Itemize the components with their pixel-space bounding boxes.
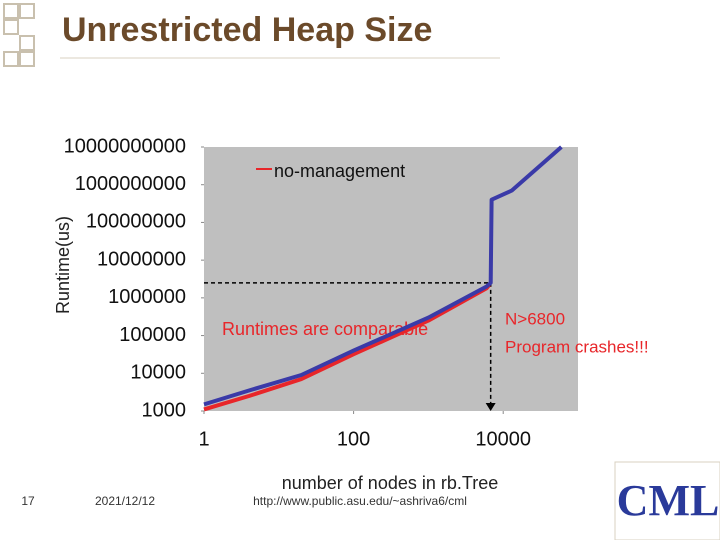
x-tick-label: 1 <box>198 428 209 450</box>
x-axis-title: number of nodes in rb.Tree <box>282 473 498 493</box>
y-tick-label: 100000000 <box>86 211 186 233</box>
legend-label: no-management <box>274 161 405 181</box>
slide-title: Unrestricted Heap Size <box>62 11 432 49</box>
corner-decoration <box>3 3 35 67</box>
y-tick-label: 1000000 <box>108 286 186 308</box>
series-line <box>203 145 563 407</box>
logo: CML <box>617 476 720 525</box>
annotation: Runtimes are comparable <box>222 319 428 339</box>
y-tick-label: 100000 <box>119 324 186 346</box>
x-tick-label: 10000 <box>475 428 531 450</box>
y-tick-label: 10000000 <box>97 248 186 270</box>
plot-area <box>204 147 578 411</box>
y-axis-title: Runtime(us) <box>53 216 73 314</box>
page-number: 17 <box>21 494 35 508</box>
annotation: N>6800 <box>505 309 565 328</box>
y-tick-label: 10000 <box>130 362 186 384</box>
url: http://www.public.asu.edu/~ashriva6/cml <box>253 494 467 508</box>
x-tick-label: 100 <box>337 428 370 450</box>
logo-frame <box>614 461 720 540</box>
y-tick-label: 1000000000 <box>75 173 186 195</box>
arrow-head <box>485 403 496 411</box>
y-tick-label: 10000000000 <box>64 135 186 157</box>
y-tick-label: 1000 <box>142 399 187 421</box>
date: 2021/12/12 <box>95 494 155 508</box>
annotation: Program crashes!!! <box>505 337 649 356</box>
